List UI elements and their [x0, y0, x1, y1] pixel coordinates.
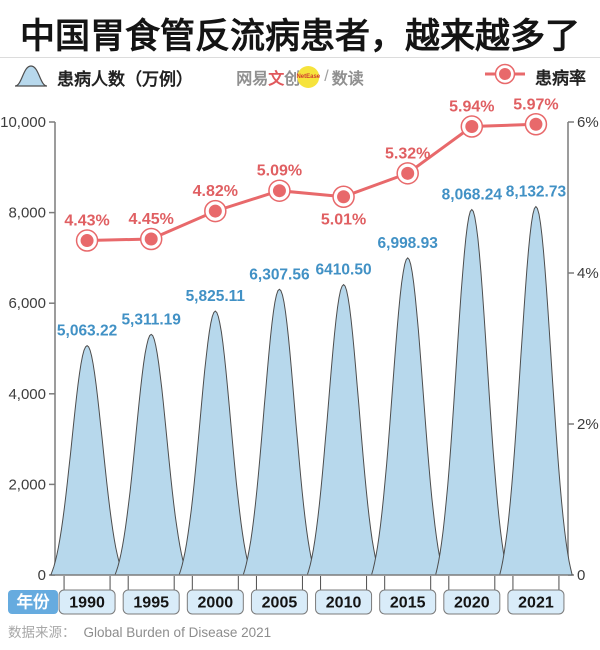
logo-brand-suffix: 创: [284, 71, 301, 88]
patients-value-label: 8,132.73: [506, 184, 567, 201]
left-axis-tick-label: 6,000: [8, 295, 46, 312]
rate-value-label: 5.32%: [385, 145, 430, 162]
rate-value-label: 5.94%: [449, 99, 494, 116]
data-source-value: Global Burden of Disease 2021: [83, 625, 272, 640]
year-box: [250, 589, 308, 615]
year-box: [186, 589, 244, 615]
rate-dot: [337, 190, 351, 204]
year-label: 2020: [454, 595, 490, 612]
bell-area: [178, 310, 253, 576]
year-box: [315, 589, 373, 615]
year-box: [379, 589, 437, 615]
bell-area: [499, 205, 573, 576]
netease-badge-icon: NetEase: [296, 66, 320, 88]
rate-dot: [80, 234, 94, 248]
bell-area: [434, 208, 509, 576]
year-label: 2021: [518, 595, 554, 612]
data-source: 数据来源： Global Burden of Disease 2021: [8, 621, 271, 641]
legend-patients: 患病人数（万例）: [14, 63, 193, 92]
logo-separator: /: [324, 68, 329, 85]
left-axis-tick-label: 4,000: [8, 386, 46, 403]
right-axis-tick-label: 0: [577, 567, 585, 584]
rate-dot: [272, 184, 286, 198]
patients-value-label: 5,825.11: [186, 288, 246, 305]
publisher-logo: 网易文创 NetEase / 数读: [236, 65, 364, 89]
left-axis-tick-label: 0: [38, 567, 46, 584]
left-axis-tick-label: 2,000: [8, 476, 46, 493]
year-box: [507, 589, 565, 615]
rate-value-label: 4.43%: [64, 213, 109, 230]
rate-dot: [465, 120, 479, 134]
year-box: [122, 589, 180, 615]
patients-value-label: 6410.50: [316, 262, 372, 279]
rate-dot: [144, 232, 158, 246]
year-box: [58, 589, 116, 615]
page-title: 中国胃食管反流病患者，越来越多了: [19, 17, 580, 56]
year-box: [443, 589, 501, 615]
year-label: 1995: [133, 595, 169, 612]
left-axis-tick-label: 8,000: [8, 205, 46, 222]
bell-area: [50, 344, 125, 576]
year-label: 2010: [326, 595, 362, 612]
year-label: 2005: [262, 595, 298, 612]
x-axis-title: 年份: [17, 592, 51, 612]
rate-dot: [208, 204, 222, 218]
rate-value-label: 5.01%: [321, 212, 366, 229]
patients-value-label: 6,998.93: [378, 235, 439, 252]
legend-rate: 患病率: [483, 63, 586, 90]
patients-value-label: 5,311.19: [121, 311, 181, 328]
patients-value-label: 6,307.56: [249, 266, 310, 283]
right-axis-tick-label: 4%: [577, 265, 599, 282]
rate-dot: [401, 166, 415, 180]
rate-value-label: 4.45%: [129, 211, 174, 228]
year-label: 1990: [69, 595, 105, 612]
rate-value-label: 5.97%: [513, 96, 558, 113]
title-divider: [0, 57, 600, 58]
rate-value-label: 5.09%: [257, 163, 302, 180]
logo-brand-prefix: 网易: [236, 71, 269, 88]
rate-dot: [529, 117, 543, 131]
line-dot-icon: [483, 63, 527, 90]
bell-area: [114, 333, 189, 576]
left-axis-tick-label: 10,000: [0, 114, 46, 131]
right-axis-tick-label: 6%: [577, 114, 599, 131]
year-label: 2015: [390, 595, 426, 612]
data-source-label: 数据来源：: [8, 625, 76, 640]
patients-value-label: 8,068.24: [442, 187, 503, 204]
bell-curve-icon: [14, 63, 48, 92]
legend-rate-label: 患病率: [535, 69, 586, 88]
rate-line: [87, 122, 536, 242]
logo-channel: 数读: [331, 71, 364, 88]
logo-brand-accent: 文: [268, 71, 285, 88]
x-axis-title-box: [8, 590, 58, 614]
bell-area: [370, 257, 445, 576]
patients-value-label: 5,063.22: [57, 323, 117, 340]
bell-area: [306, 283, 381, 576]
legend-patients-label: 患病人数（万例）: [57, 70, 193, 89]
rate-value-label: 4.82%: [193, 183, 238, 200]
right-axis-tick-label: 2%: [577, 416, 599, 433]
bell-area: [242, 288, 317, 576]
year-label: 2000: [198, 595, 234, 612]
